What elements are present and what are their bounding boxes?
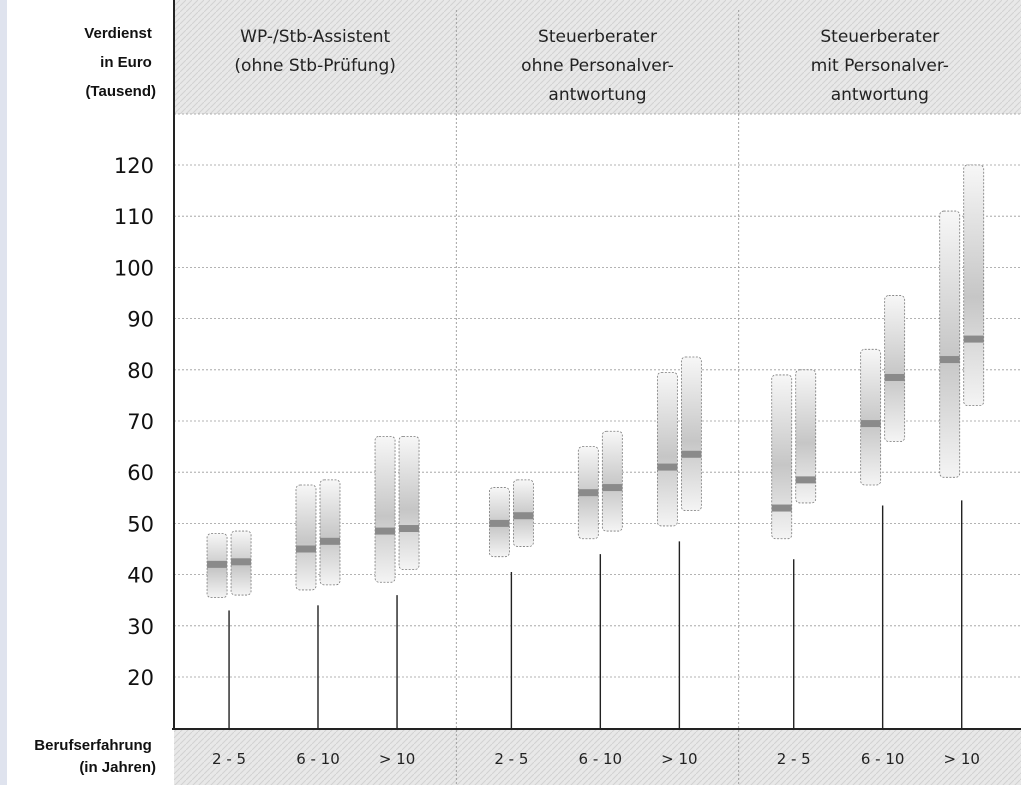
median-p3-g3-b2 [963,335,984,343]
median-p2-g3-b2 [681,450,702,458]
x-axis-title: Berufserfahrung (in Jahren) [34,737,156,776]
median-p3-g1-b1 [771,504,792,512]
range-bar-p2-g2-b2 [601,430,623,532]
left-edge-strip [0,0,7,785]
median-p2-g3-b1 [657,463,678,471]
y-tick-70: 70 [127,410,154,434]
x-tick-p2-g3: > 10 [661,750,697,768]
median-p1-g2-b2 [319,537,340,545]
median-p2-g2-b1 [578,489,599,497]
y-tick-90: 90 [127,308,154,332]
x-tick-p1-g3: > 10 [379,750,415,768]
x-tick-p3-g2: 6 - 10 [861,750,905,768]
stems [228,500,963,729]
panel-titles: WP-/Stb-Assistent (ohne Stb-Prüfung) Steue… [234,27,949,105]
x-tick-p2-g2: 6 - 10 [579,750,623,768]
range-bar-p1-g3-b1 [374,435,396,583]
range-bar-p3-g2-b2 [884,295,906,442]
x-tick-p3-g1: 2 - 5 [777,750,811,768]
y-tick-110: 110 [114,205,154,229]
x-tick-p1-g1: 2 - 5 [212,750,246,768]
median-p3-g2-b2 [884,373,905,381]
y-tick-labels: 20 30 40 50 60 70 80 90 100 110 120 [114,154,154,690]
y-axis-title-line-3: (Tausend) [85,83,156,100]
range-bar-p1-g2-b2 [319,479,341,586]
y-tick-40: 40 [127,564,154,588]
x-axis-title-line-2: (in Jahren) [79,759,156,776]
range-bar-p3-g2-b1 [860,348,882,486]
x-axis-title-line-1: Berufserfahrung [34,737,152,754]
y-tick-50: 50 [127,512,154,536]
range-bar-p3-g3-b1 [939,210,961,478]
x-axis-band [174,729,1021,785]
panel-2-title-line-3: antwortung [548,85,646,105]
median-p3-g3-b1 [939,356,960,364]
median-p2-g1-b1 [489,519,510,527]
y-tick-20: 20 [127,666,154,690]
range-bar-p3-g3-b2 [963,164,985,407]
range-bar-p2-g3-b2 [680,356,702,512]
median-p2-g2-b2 [602,484,623,492]
y-tick-80: 80 [127,359,154,383]
median-p3-g2-b1 [860,420,881,428]
y-axis-title-line-2: in Euro [100,54,152,71]
y-tick-100: 100 [114,256,154,280]
panel-3-title-line-1: Steuerberater [820,27,939,47]
median-p1-g2-b1 [295,545,316,553]
panel-1-title-line-1: WP-/Stb-Assistent [240,27,390,47]
x-tick-labels: 2 - 5 6 - 10 > 10 2 - 5 6 - 10 > 10 2 - 5 6 - 1… [212,750,980,768]
y-axis-title: Verdienst in Euro (Tausend) [84,25,156,100]
y-tick-30: 30 [127,615,154,639]
median-p1-g1-b2 [231,558,252,566]
range-bar-p1-g2-b1 [295,484,317,591]
median-p1-g1-b1 [207,560,228,568]
median-p1-g3-b1 [375,527,396,535]
range-bars [206,164,985,599]
y-tick-120: 120 [114,154,154,178]
x-tick-p3-g3: > 10 [943,750,979,768]
range-bar-p3-g1-b2 [795,369,817,504]
y-axis-title-line-1: Verdienst [84,25,152,42]
panel-dividers [455,10,740,785]
median-p3-g1-b2 [795,476,816,484]
range-bar-p2-g3-b1 [656,371,678,527]
panel-header-band [174,0,1021,114]
range-bar-p3-g1-b1 [771,374,793,540]
median-p2-g1-b2 [513,512,534,520]
y-tick-60: 60 [127,461,154,485]
panel-2-title-line-1: Steuerberater [538,27,657,47]
panel-3-title-line-3: antwortung [831,85,929,105]
median-p1-g3-b2 [399,525,420,533]
x-tick-p1-g2: 6 - 10 [296,750,340,768]
panel-1-title-line-2: (ohne Stb-Prüfung) [234,56,396,76]
panel-3-title-line-2: mit Personalver- [811,56,949,76]
panel-2-title-line-2: ohne Personalver- [521,56,674,76]
range-bar-p1-g3-b2 [398,435,420,570]
x-tick-p2-g1: 2 - 5 [494,750,528,768]
